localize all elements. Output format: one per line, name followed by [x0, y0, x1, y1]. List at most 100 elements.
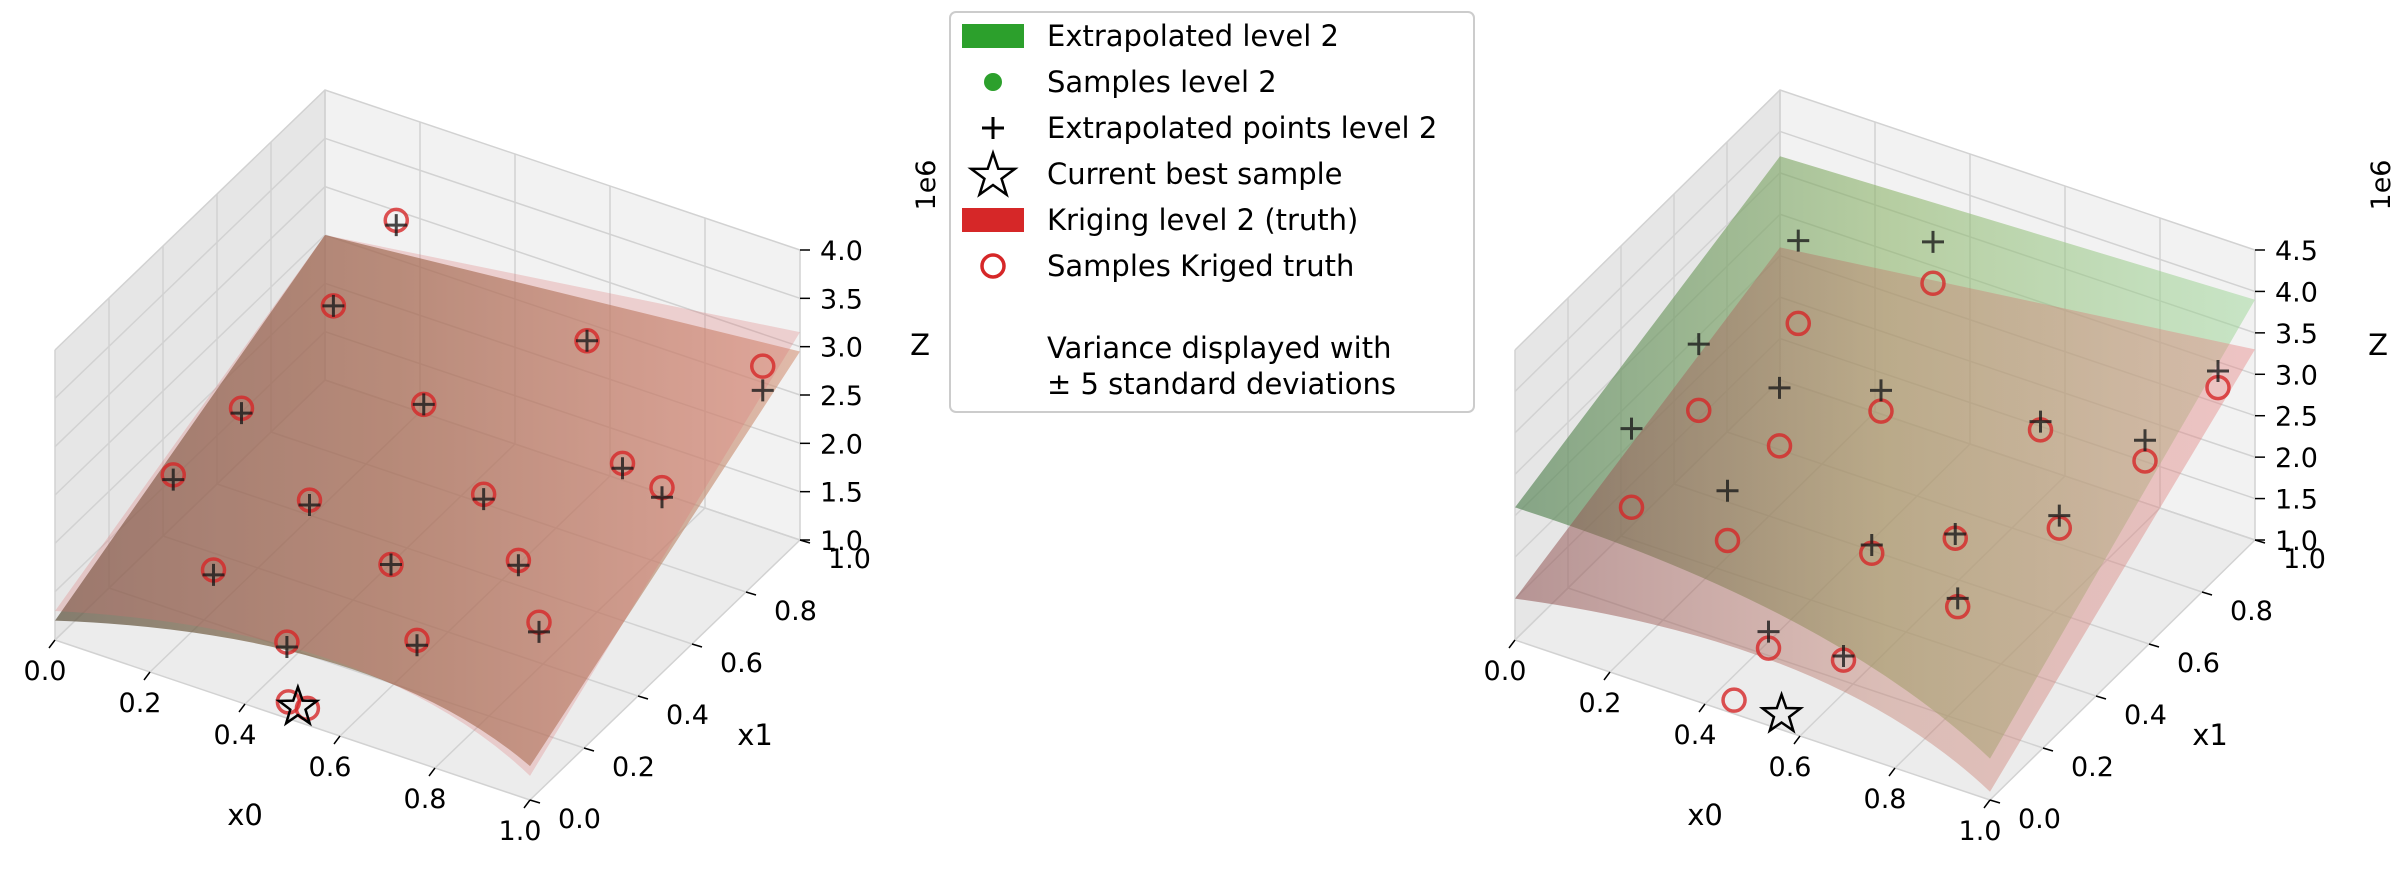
y-axis-label: x1 [737, 718, 773, 752]
series-current-best-sample [1758, 690, 1805, 734]
y-tick [2042, 747, 2054, 752]
data-point-plus [202, 563, 225, 586]
x-tick [48, 639, 56, 649]
data-point-plus [1860, 534, 1883, 556]
data-point-plus [507, 554, 530, 577]
data-point-plus [322, 294, 345, 317]
y-tick [2148, 643, 2160, 648]
right-3d-plot: 0.00.20.40.60.81.0 0.00.20.40.60.81.01.01… [1484, 89, 2397, 847]
x-tick [523, 799, 531, 809]
z-scale-label: 1e6 [911, 160, 942, 211]
y-axis-label: x1 [2192, 718, 2228, 752]
y-tick [583, 747, 595, 752]
x-tick [333, 735, 341, 745]
data-point-plus [406, 634, 428, 657]
z-tick-label: 1.0 [820, 526, 863, 557]
data-point-plus [1716, 479, 1739, 502]
y-tick [637, 695, 649, 700]
legend-item: Current best sample [967, 149, 1343, 198]
x-tick [1793, 735, 1801, 745]
x-tick-label: 0.4 [214, 720, 257, 751]
x-tick-label: 0.4 [1674, 720, 1717, 751]
y-tick-label: 0.4 [666, 700, 709, 731]
data-point-plus [412, 393, 435, 416]
legend-green-patch [962, 24, 1024, 48]
tick-labels: 0.00.20.40.60.81.0 0.00.20.40.60.81.01.01… [1484, 236, 2326, 847]
data-point-plus [275, 636, 298, 658]
z-tick-label: 2.5 [820, 381, 863, 412]
data-point-plus [1787, 229, 1810, 252]
y-tick-label: 0.2 [612, 752, 655, 783]
z-tick-label: 4.5 [2275, 236, 2318, 267]
legend-note-line2: ± 5 standard deviations [1047, 367, 1396, 401]
series-samples-kriged-truth [1618, 270, 2231, 713]
data-point-plus [298, 493, 321, 516]
x-tick-label: 0.2 [119, 688, 162, 719]
z-tick-label: 1.5 [2275, 485, 2318, 516]
legend-label: Samples Kriged truth [1047, 249, 1354, 283]
x-tick-label: 1.0 [1959, 816, 2002, 847]
z-scale-label: 1e6 [2366, 160, 2397, 211]
x-tick [1603, 671, 1611, 681]
x-tick [1888, 767, 1896, 777]
data-point-plus [1946, 587, 1969, 610]
y-tick-label: 0.8 [2230, 596, 2273, 627]
z-tick-label: 3.5 [820, 284, 863, 315]
x-tick-label: 0.0 [24, 656, 67, 687]
data-point-plus [751, 379, 774, 402]
legend-ring-marker [980, 253, 1006, 279]
y-tick-label: 1.0 [2283, 544, 2326, 575]
series-current-best-sample [275, 683, 321, 727]
z-tick-label: 2.0 [820, 429, 863, 460]
z-tick-label: 1.0 [2275, 526, 2318, 557]
y-tick-label: 0.6 [2177, 648, 2220, 679]
x-tick-label: 0.8 [404, 784, 447, 815]
data-point-ring [1920, 270, 1946, 297]
data-point-ring [1618, 494, 1645, 521]
z-tick-label: 3.0 [820, 333, 863, 364]
z-tick-label: 4.0 [2275, 277, 2318, 308]
x-tick-label: 0.6 [309, 752, 352, 783]
z-axis-label: Z [910, 328, 930, 362]
z-tick-label: 2.0 [2275, 443, 2318, 474]
legend-label: Extrapolated points level 2 [1047, 111, 1437, 145]
z-tick-label: 4.0 [820, 236, 863, 267]
y-tick-label: 1.0 [828, 544, 871, 575]
surface-extrapolated-level-2 [55, 235, 800, 767]
data-point-plus [162, 468, 185, 491]
legend-frame [949, 11, 1475, 413]
data-point-plus [2134, 429, 2156, 452]
legend-item: Kriging level 2 (truth) [962, 203, 1358, 237]
data-point-ring [1686, 397, 1712, 424]
y-tick-label: 0.4 [2124, 700, 2167, 731]
legend-item: Extrapolated level 2 [962, 19, 1339, 53]
x-tick-label: 0.0 [1484, 656, 1527, 687]
data-point-ring [1721, 687, 1747, 713]
legend-label: Current best sample [1047, 157, 1343, 191]
data-point-plus [1620, 417, 1643, 440]
z-tick-label: 1.5 [820, 478, 863, 509]
y-tick [529, 799, 541, 804]
data-point-plus [2048, 504, 2071, 527]
data-point-star [1758, 690, 1805, 734]
legend-item: Samples level 2 [984, 65, 1277, 99]
series-extrapolated-points-level-2 [1620, 229, 2229, 667]
left-3d-plot: 0.00.20.40.60.81.0 0.00.20.40.60.81.01.01… [24, 89, 942, 847]
data-point-plus [230, 402, 253, 425]
x-axis-label: x0 [227, 798, 263, 832]
legend-label: Samples level 2 [1047, 65, 1277, 99]
data-point-ring [750, 353, 776, 379]
legend-red-patch [962, 208, 1024, 232]
data-point-plus [2207, 360, 2229, 382]
x-tick [1508, 639, 1516, 649]
y-tick [2201, 591, 2213, 596]
x-tick [1698, 703, 1706, 713]
x-tick [238, 703, 246, 713]
y-tick-label: 0.0 [558, 804, 601, 835]
legend-label: Extrapolated level 2 [1047, 19, 1339, 53]
y-tick-label: 0.2 [2071, 752, 2114, 783]
legend: Extrapolated level 2 Samples level 2 Extra… [949, 11, 1475, 413]
data-point-plus [611, 457, 634, 480]
legend-note-line1: Variance displayed with [1047, 331, 1391, 365]
data-point-ring [1766, 433, 1793, 459]
